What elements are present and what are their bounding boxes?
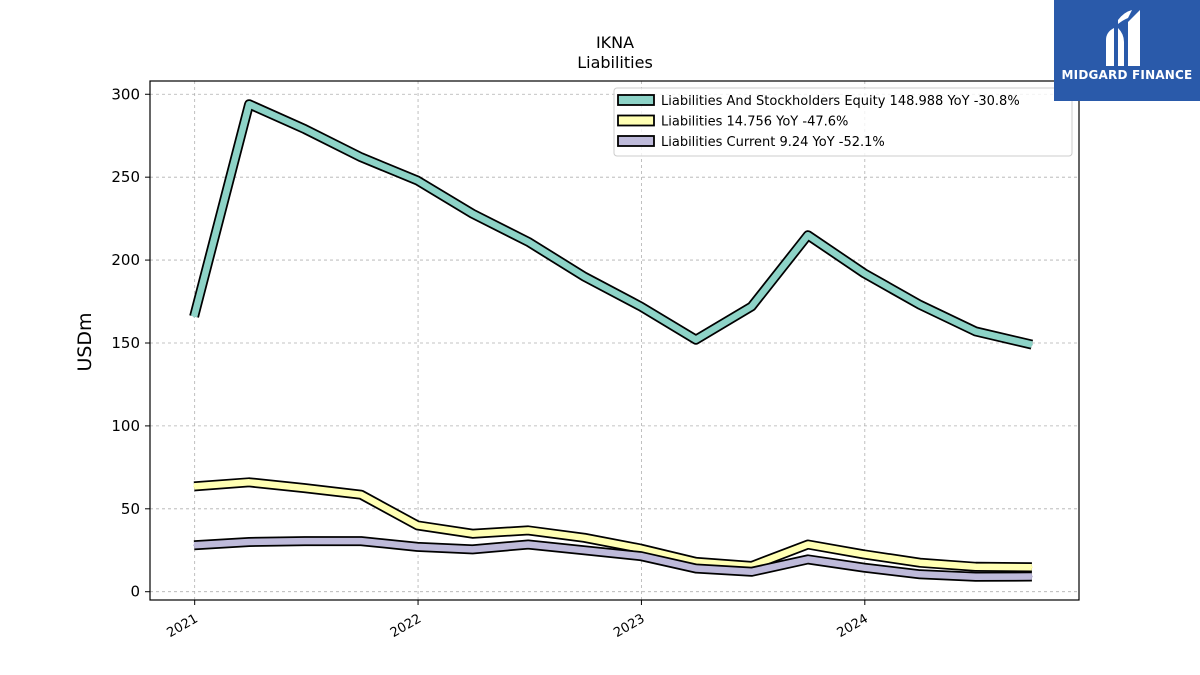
- data-point: [974, 330, 977, 333]
- data-point: [193, 315, 196, 318]
- y-tick-label: 300: [111, 85, 140, 103]
- data-point: [360, 156, 363, 159]
- data-point: [248, 481, 251, 484]
- data-point: [1030, 575, 1033, 578]
- x-tick-label: 2021: [165, 611, 201, 641]
- series-line: [190, 100, 1033, 348]
- x-tick-label: 2022: [388, 611, 424, 641]
- series-line: [193, 479, 1032, 571]
- chart-title: IKNA: [596, 33, 634, 52]
- y-tick-label: 200: [111, 251, 140, 269]
- legend-label: Liabilities And Stockholders Equity 148.…: [661, 94, 1020, 109]
- legend-swatch: [617, 94, 655, 106]
- data-point: [750, 570, 753, 573]
- data-point: [863, 566, 866, 569]
- data-point: [806, 543, 809, 546]
- data-point: [248, 103, 251, 106]
- data-point: [583, 549, 586, 552]
- data-point: [471, 548, 474, 551]
- legend-swatch: [617, 114, 655, 127]
- logo-text: MIDGARD FINANCE: [1061, 68, 1193, 82]
- data-point: [918, 303, 921, 306]
- y-axis: 0 50 100 150 200 250 300: [111, 85, 150, 601]
- midgard-finance-logo: MIDGARD FINANCE: [1054, 0, 1200, 101]
- x-tick-label: 2024: [835, 611, 871, 641]
- data-point: [248, 541, 251, 543]
- series-2: [193, 477, 1033, 573]
- y-axis-label: USDm: [74, 312, 96, 371]
- x-axis: 2021 2022 2023 2024: [165, 600, 871, 641]
- data-point: [583, 536, 586, 539]
- data-point: [303, 487, 306, 490]
- y-tick-label: 50: [121, 500, 140, 518]
- data-point: [416, 524, 419, 527]
- grid: [150, 81, 1079, 600]
- data-point: [303, 540, 306, 543]
- data-point: [1030, 343, 1033, 346]
- x-tick-label: 2023: [611, 611, 647, 641]
- y-tick-label: 0: [130, 583, 140, 601]
- data-point: [974, 565, 977, 568]
- logo-mark-icon: [1106, 10, 1140, 66]
- data-point: [918, 573, 921, 576]
- data-point: [639, 547, 642, 550]
- data-point: [583, 275, 586, 278]
- data-point: [863, 272, 866, 275]
- data-point: [750, 305, 753, 308]
- data-point: [193, 544, 196, 547]
- series-3: [193, 536, 1033, 582]
- y-tick-label: 150: [111, 334, 140, 352]
- data-point: [694, 567, 697, 570]
- data-point: [360, 540, 363, 543]
- chart-subtitle: Liabilities: [577, 53, 653, 72]
- legend-label: Liabilities Current 9.24 YoY -52.1%: [661, 135, 885, 150]
- data-point: [193, 485, 196, 488]
- legend-swatch: [617, 135, 655, 147]
- data-point: [694, 560, 697, 563]
- data-point: [806, 234, 809, 237]
- data-point: [360, 493, 363, 496]
- plot-frame: [149, 80, 1080, 601]
- data-point: [694, 338, 697, 341]
- data-point: [639, 305, 642, 308]
- series-1: [189, 99, 1034, 350]
- legend-label: Liabilities 14.756 YoY -47.6%: [661, 115, 848, 130]
- data-point: [527, 543, 530, 546]
- data-point: [918, 561, 921, 564]
- series-line: [193, 537, 1032, 581]
- legend-box: [613, 87, 1073, 157]
- legend: Liabilities And Stockholders Equity 148.…: [613, 87, 1073, 157]
- data-point: [806, 558, 809, 561]
- series-layer: [189, 99, 1034, 582]
- data-point: [1030, 566, 1033, 569]
- data-point: [303, 128, 306, 131]
- data-point: [863, 553, 866, 556]
- data-point: [750, 565, 753, 567]
- y-tick-label: 100: [111, 417, 140, 435]
- data-point: [416, 179, 419, 182]
- data-point: [639, 555, 642, 558]
- data-point: [527, 529, 530, 532]
- data-point: [471, 212, 474, 215]
- data-point: [974, 575, 977, 578]
- data-point: [416, 545, 419, 548]
- data-point: [471, 532, 474, 535]
- y-tick-label: 250: [111, 168, 140, 186]
- data-point: [527, 240, 530, 243]
